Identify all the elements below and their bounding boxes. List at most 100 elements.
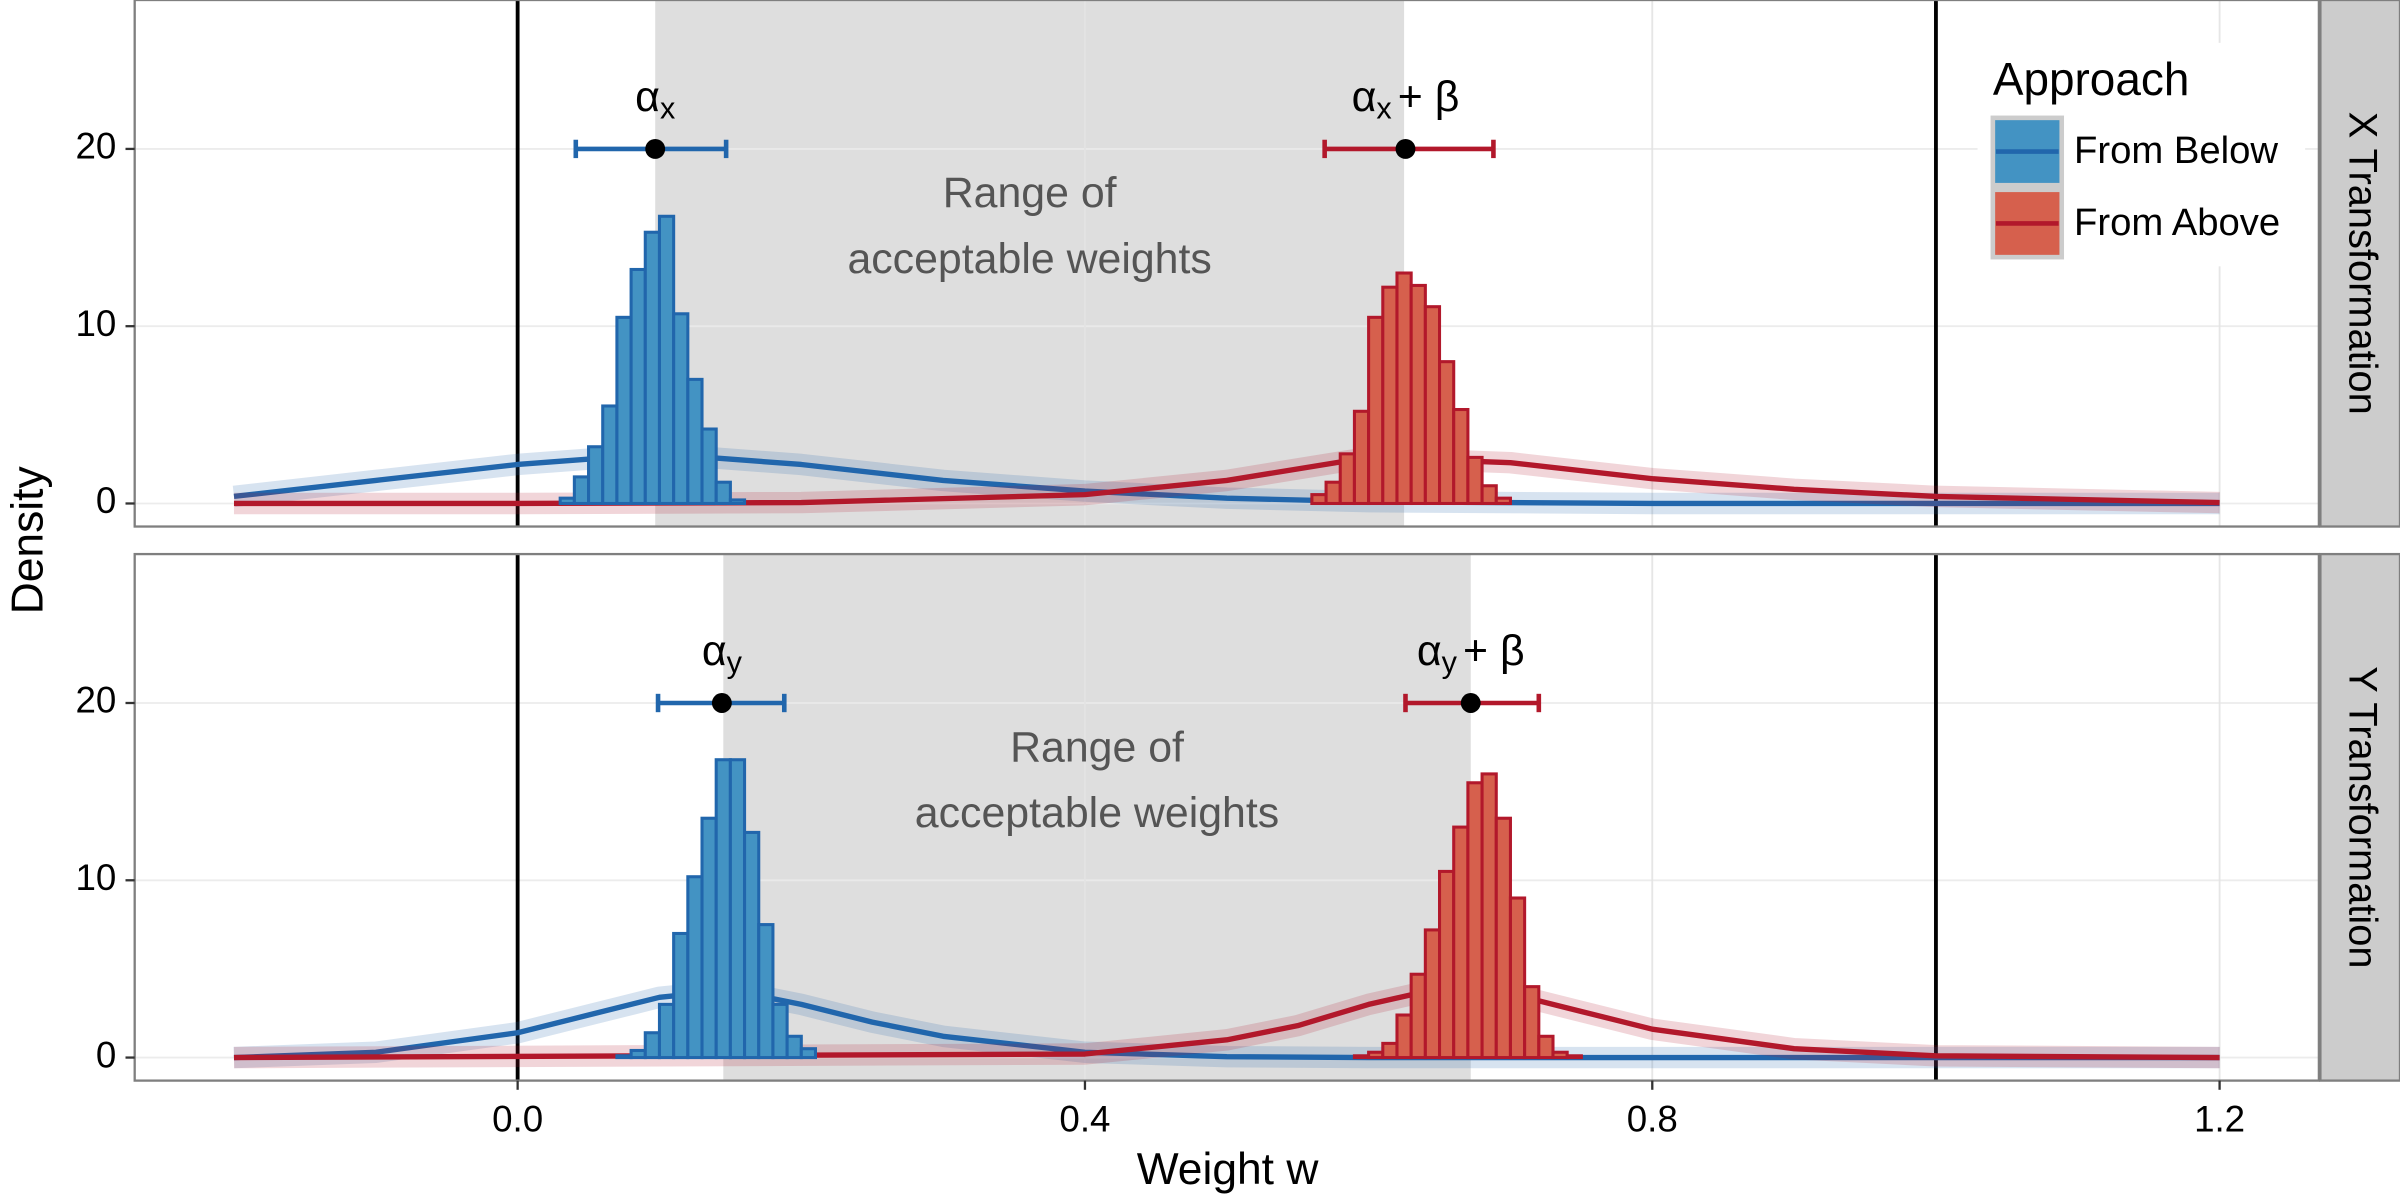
histogram-bar — [1537, 1034, 1555, 1060]
y-tick-label: 20 — [75, 680, 116, 721]
histogram-bar — [1367, 1050, 1385, 1060]
range-label: acceptable weights — [847, 235, 1211, 283]
facet-label: X Transformation — [2341, 112, 2385, 415]
histogram-bar — [1438, 869, 1456, 1060]
y-tick-label: 20 — [75, 126, 116, 167]
estimate-label: αy — [702, 627, 743, 679]
histogram-bar — [785, 1034, 803, 1060]
panel-border — [133, 0, 2321, 528]
label-subscript: y — [727, 646, 743, 680]
y-tick-label: 0 — [96, 1034, 116, 1075]
range-label: Range of — [943, 169, 1117, 217]
histogram-bar — [615, 315, 633, 506]
acceptable-range — [723, 554, 1471, 1081]
histogram-bar — [1324, 480, 1342, 506]
histogram-bar — [700, 427, 718, 506]
histogram-bar — [657, 214, 676, 506]
legend-label: From Above — [2074, 201, 2280, 244]
histogram-bar — [1409, 283, 1427, 506]
label-symbol: α — [1417, 627, 1442, 675]
histogram-bar — [1508, 896, 1527, 1060]
histogram-bar — [1480, 772, 1498, 1060]
estimate-label: αx — [635, 73, 675, 125]
histogram-bar — [1494, 816, 1512, 1060]
histogram-bar — [799, 1047, 818, 1060]
histogram-bar — [629, 1048, 647, 1060]
histogram-bar — [587, 445, 605, 506]
histogram-bar — [601, 404, 619, 506]
estimate-point — [645, 138, 666, 159]
histogram-bar — [728, 498, 747, 506]
label-symbol: α — [1352, 73, 1377, 121]
histogram-bar — [1395, 1013, 1413, 1060]
estimate-point — [1395, 138, 1416, 159]
estimate-label: αy + β — [1417, 627, 1525, 679]
histogram-bar — [615, 1054, 633, 1060]
label-suffix: + β — [1398, 73, 1460, 121]
histogram-bar — [1452, 825, 1470, 1060]
histogram-bar — [1452, 407, 1470, 506]
histogram-bar — [1310, 493, 1328, 506]
y-axis-title: Density — [3, 466, 52, 615]
histogram-bar — [686, 875, 704, 1060]
histogram-bar — [1423, 928, 1442, 1060]
histogram-bar — [714, 758, 732, 1060]
histogram-bar — [1565, 1054, 1583, 1060]
x-axis-title: Weight w — [1137, 1145, 1320, 1194]
histogram-bar — [1338, 452, 1356, 506]
x-tick-label: 0.8 — [1627, 1099, 1678, 1140]
histogram-bar — [728, 758, 747, 1060]
histogram-bar — [1438, 360, 1456, 506]
histogram-bar — [771, 1002, 789, 1060]
label-suffix: + β — [1463, 627, 1525, 675]
histogram-bar — [643, 230, 661, 506]
facet-strip — [2319, 0, 2400, 528]
histogram-bar — [1381, 1041, 1399, 1060]
histogram-bar — [1352, 1054, 1371, 1060]
y-tick-label: 10 — [75, 303, 116, 344]
histogram-bar — [686, 377, 704, 506]
estimate-point — [711, 693, 732, 713]
y-tick-label: 10 — [75, 857, 116, 898]
label-subscript: x — [660, 92, 675, 126]
legend-title: Approach — [1993, 53, 2190, 105]
label-subscript: x — [1376, 92, 1391, 126]
histogram-bar — [1381, 285, 1399, 506]
x-tick-label: 0.4 — [1059, 1099, 1110, 1140]
estimate-point — [1460, 693, 1481, 713]
histogram-bar — [743, 830, 761, 1060]
histogram-bar — [1551, 1050, 1569, 1060]
histogram-bar — [1395, 271, 1413, 506]
acceptable-range — [655, 0, 1405, 527]
histogram-bar — [572, 475, 591, 506]
histogram-bar — [629, 267, 647, 506]
legend-label: From Below — [2074, 129, 2278, 172]
y-tick-label: 0 — [96, 480, 116, 521]
x-tick-label: 1.2 — [2194, 1099, 2245, 1140]
x-tick-label: 0.0 — [492, 1099, 543, 1140]
label-symbol: α — [635, 73, 660, 121]
range-label: Range of — [1010, 723, 1184, 771]
facet-strip — [2319, 552, 2400, 1082]
histogram-bar — [672, 312, 690, 506]
histogram-bar — [558, 496, 576, 506]
histogram-bar — [700, 816, 718, 1060]
histogram-bar — [657, 1002, 676, 1060]
histogram-bar — [1466, 455, 1484, 506]
histogram-bar — [1494, 496, 1512, 506]
histogram-bar — [1409, 972, 1427, 1060]
histogram-bar — [1367, 315, 1385, 506]
histogram-bar — [672, 931, 690, 1060]
density-curve — [233, 987, 2220, 1061]
range-label: acceptable weights — [915, 789, 1279, 837]
label-subscript: y — [1442, 646, 1458, 680]
histogram-bar — [1523, 985, 1541, 1060]
histogram-bar — [1466, 781, 1484, 1060]
histogram-bar — [643, 1031, 661, 1060]
histogram-bar — [757, 923, 775, 1060]
histogram-bar — [1352, 409, 1371, 506]
histogram-bar — [1480, 484, 1498, 506]
histogram-bar — [714, 480, 732, 506]
